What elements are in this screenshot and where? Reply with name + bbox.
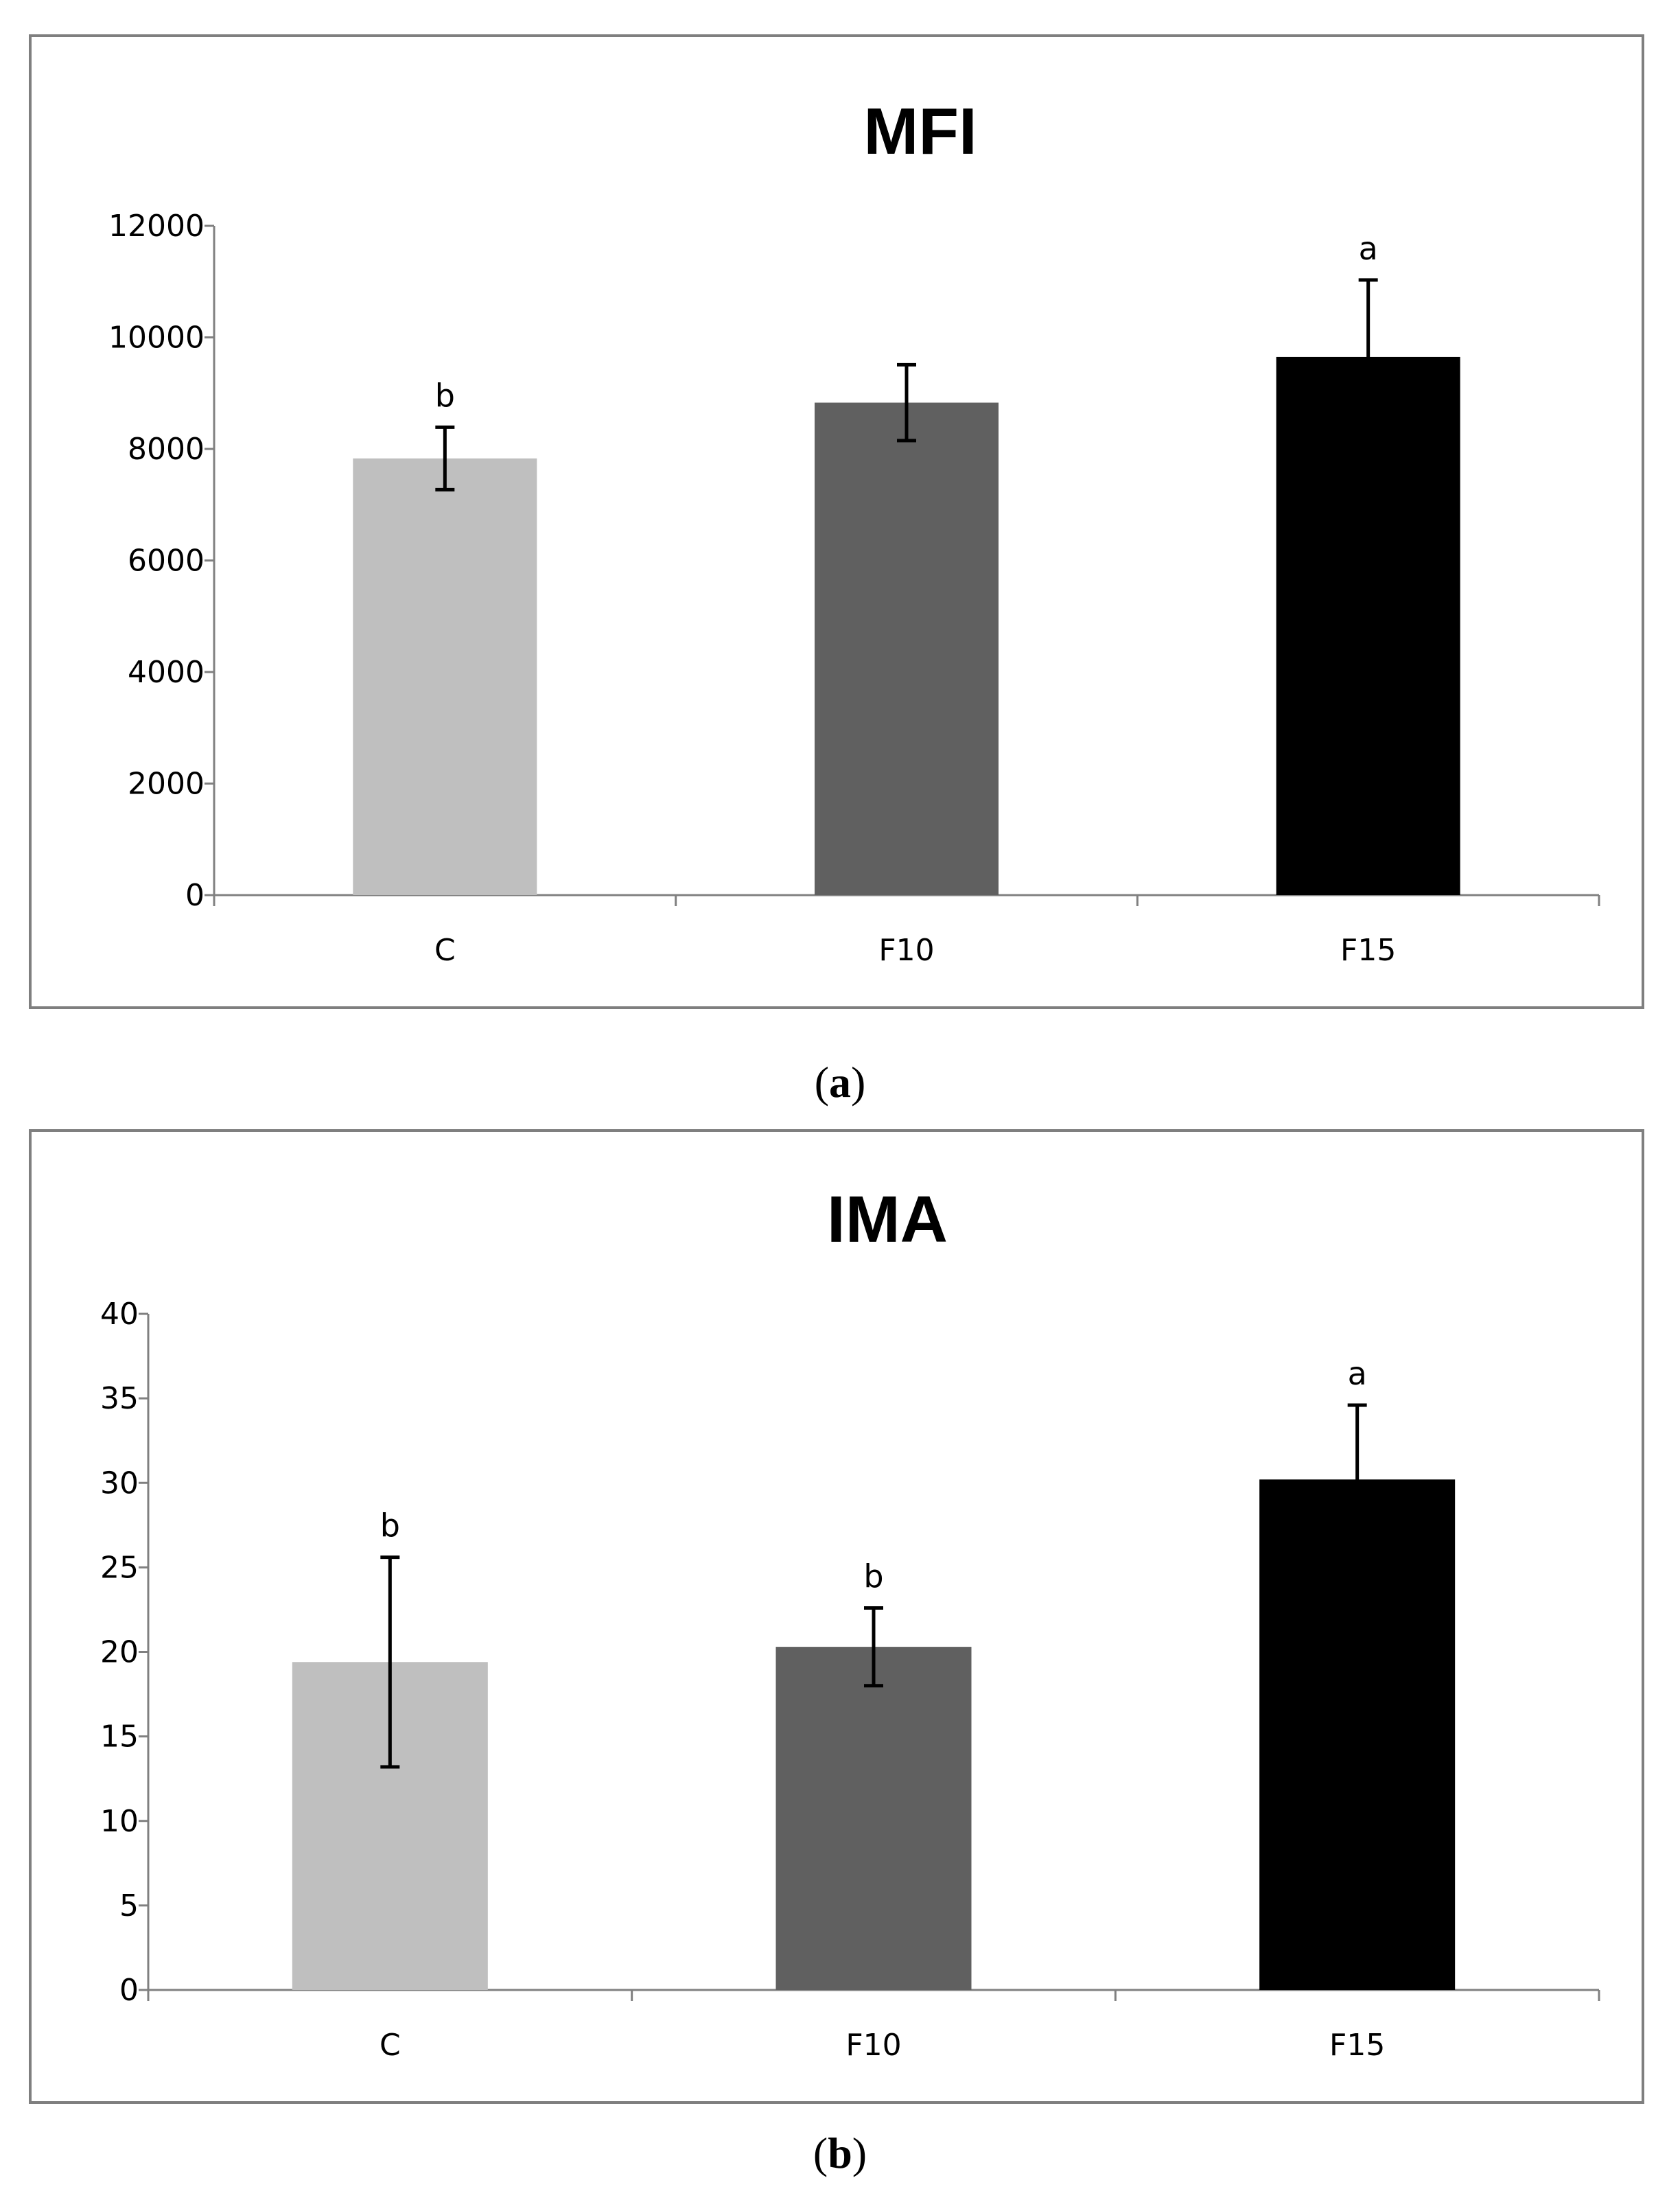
chart-mfi-significance-f15: a — [1359, 230, 1378, 267]
chart-mfi-y-tick-label: 2000 — [128, 767, 205, 802]
chart-ima-y-tick-label: 25 — [100, 1550, 139, 1585]
chart-ima-title: IMA — [827, 1183, 948, 1256]
chart-mfi-category-label-f15: F15 — [1340, 933, 1396, 968]
caption-a: (a) — [814, 1058, 866, 1107]
chart-mfi-y-tick-label: 12000 — [108, 209, 205, 244]
chart-mfi-category-label-c: C — [434, 933, 456, 968]
chart-ima: IMA 0 5 10 15 20 25 30 35 40 b Cb F10 a F15 — [100, 1183, 1600, 2063]
chart-mfi-bar-f15 — [1276, 356, 1460, 895]
chart-ima-category-label-c: C — [380, 2028, 401, 2063]
chart-ima-significance-f15: a — [1348, 1355, 1367, 1392]
chart-ima-y-tick-label: 40 — [100, 1297, 139, 1332]
chart-ima-y-tick-label: 10 — [100, 1804, 139, 1839]
chart-mfi-y-tick-label: 8000 — [128, 432, 205, 467]
chart-panel-mfi: MFI 0 2000 4000 6000 8000 10000 12000 b C F10 a F15 — [29, 34, 1644, 1009]
chart-mfi-y-tick-label: 4000 — [128, 655, 205, 690]
chart-mfi: MFI 0 2000 4000 6000 8000 10000 12000 b C F10 a F15 — [108, 95, 1600, 968]
chart-mfi-y-tick-label: 10000 — [108, 321, 205, 356]
chart-mfi-bar-c — [353, 458, 537, 895]
chart-ima-significance-c: b — [380, 1507, 400, 1544]
chart-ima-y-tick-label: 5 — [119, 1888, 139, 1923]
chart-mfi-bar-f10 — [815, 402, 999, 895]
chart-ima-y-tick-label: 15 — [100, 1720, 139, 1755]
chart-ima-category-label-f15: F15 — [1329, 2028, 1385, 2063]
chart-mfi-y-tick-label: 0 — [185, 878, 205, 913]
chart-mfi-title: MFI — [863, 95, 977, 168]
chart-ima-bar-f15 — [1259, 1479, 1456, 1990]
chart-ima-bar-f10 — [775, 1647, 972, 1990]
chart-mfi-y-tick-label: 6000 — [128, 544, 205, 579]
chart-ima-significance-f10: b — [863, 1558, 883, 1595]
chart-ima-y-tick-label: 30 — [100, 1466, 139, 1501]
chart-ima-y-tick-label: 35 — [100, 1381, 139, 1416]
chart-mfi-significance-c: b — [435, 377, 455, 414]
caption-b: (b) — [813, 2129, 867, 2177]
chart-ima-y-tick-label: 0 — [119, 1973, 139, 2008]
chart-ima-category-label-f10: F10 — [845, 2028, 901, 2063]
chart-mfi-category-label-f10: F10 — [878, 933, 934, 968]
chart-ima-y-tick-label: 20 — [100, 1635, 139, 1670]
